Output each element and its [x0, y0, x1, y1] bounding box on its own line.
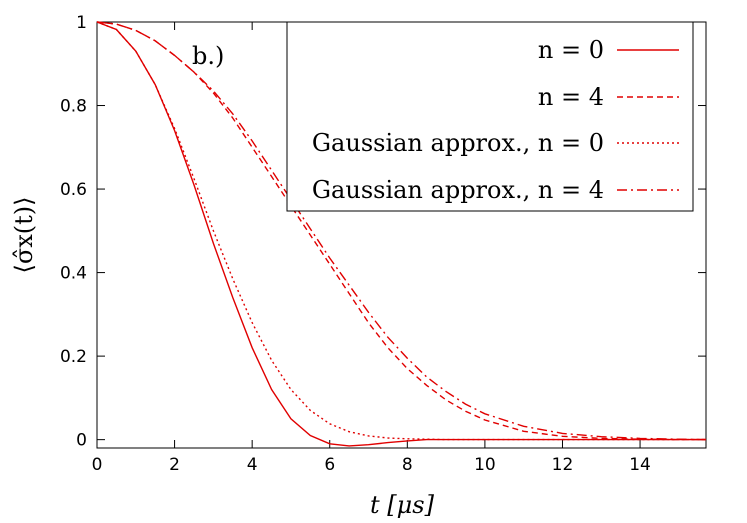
y-axis-label: ⟨σ̂x(t)⟩ — [10, 196, 38, 273]
x-tick-label: 10 — [474, 455, 496, 475]
y-axis-ticks: 0 0.2 0.4 0.6 0.8 1 — [60, 13, 706, 451]
x-tick-label: 0 — [92, 455, 103, 475]
y-tick-label: 0.8 — [60, 97, 87, 117]
series-line-4 — [96, 21, 707, 441]
legend-label-4: Gaussian approx., n = 4 — [312, 176, 604, 204]
x-tick-label: 14 — [629, 455, 651, 475]
y-tick-label: 0 — [76, 431, 87, 451]
x-axis-label: t [μs] — [370, 491, 435, 519]
legend-label-2: n = 4 — [538, 83, 604, 111]
x-tick-label: 8 — [402, 455, 413, 475]
y-tick-label: 0.6 — [60, 180, 87, 200]
legend-label-1: n = 0 — [538, 36, 604, 64]
series-lines — [96, 21, 707, 447]
x-tick-label: 4 — [247, 455, 258, 475]
legend-label-3: Gaussian approx., n = 0 — [312, 129, 604, 157]
y-tick-label: 1 — [76, 13, 87, 33]
x-tick-label: 12 — [552, 455, 574, 475]
annotation-label: b.) — [192, 42, 224, 70]
x-tick-label: 6 — [324, 455, 335, 475]
y-tick-label: 0.2 — [60, 347, 87, 367]
x-tick-label: 2 — [169, 455, 180, 475]
legend: n = 0 n = 4 Gaussian approx., n = 0 Gaussia… — [286, 21, 694, 212]
y-tick-label: 0.4 — [60, 264, 87, 284]
legend-box — [286, 21, 694, 212]
